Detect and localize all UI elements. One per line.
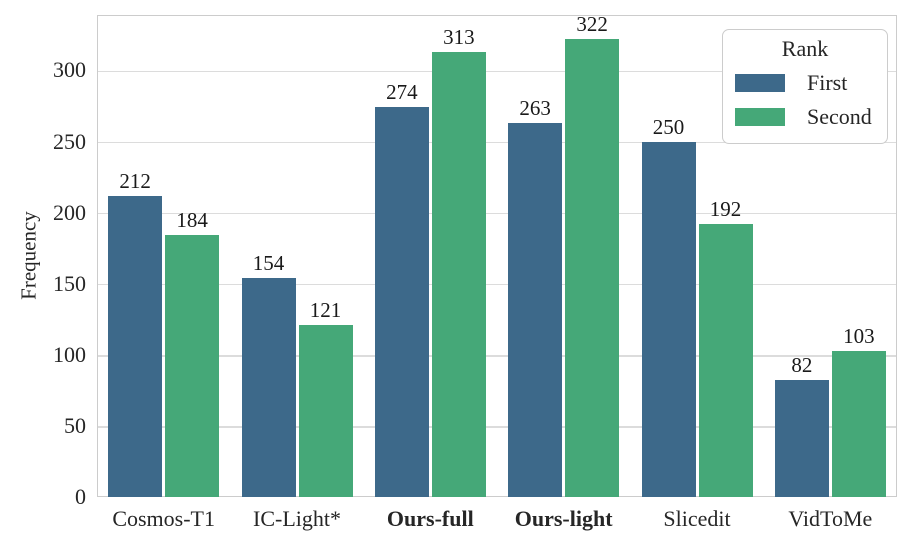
bar-value-second-cosmos-t1: 184 [176, 208, 208, 233]
bar-value-first-ours-light: 263 [519, 96, 551, 121]
bar-value-first-slicedit: 250 [652, 114, 685, 139]
gridline-y-200 [98, 212, 896, 215]
bar-value-second-ours-light: 322 [576, 12, 608, 37]
bar-second-ours-full [431, 51, 486, 497]
bar-value-second-ic-light: 121 [309, 297, 342, 322]
bar-first-slicedit [641, 141, 696, 497]
legend-label-second: Second [807, 104, 872, 129]
x-tick-label-ours-full: Ours-full [386, 506, 474, 531]
bar-value-second-slicedit: 192 [709, 197, 742, 221]
legend-row-first: First [723, 66, 887, 100]
bar-second-slicedit [698, 224, 753, 497]
bar-first-ic-light [241, 278, 296, 497]
bar-value-first-ic-light: 154 [252, 251, 285, 276]
y-tick-label-50: 50 [64, 412, 86, 438]
bar-second-ic-light [298, 324, 353, 497]
legend-swatch-first [735, 74, 785, 92]
y-tick-label-200: 200 [53, 199, 86, 225]
legend-title: Rank [781, 36, 829, 61]
gridline-y-50 [98, 426, 896, 428]
legend-row-second: Second [723, 100, 887, 134]
gridline-y-100 [98, 355, 896, 357]
y-tick-label-0: 0 [75, 484, 86, 509]
bar-first-vidtome [774, 380, 829, 497]
gridline-y-150 [98, 283, 896, 286]
gridline-y-250 [98, 141, 896, 144]
gridline-y-300 [98, 70, 896, 73]
legend-label-first: First [807, 70, 848, 95]
bar-value-second-vidtome: 103 [843, 323, 875, 348]
y-tick-label-100: 100 [53, 341, 86, 367]
x-tick-label-slicedit: Slicedit [663, 506, 731, 531]
bar-value-second-ours-full: 313 [443, 24, 475, 49]
bar-first-ours-light [508, 123, 563, 497]
y-tick-label-300: 300 [53, 57, 86, 83]
bar-first-ours-full [374, 107, 429, 497]
legend-swatch-second [735, 108, 785, 126]
x-tick-label-ic-light: IC-Light* [253, 506, 341, 531]
bar-value-first-cosmos-t1: 212 [119, 168, 151, 193]
legend: Rank First Second [722, 29, 888, 144]
x-tick-label-cosmos-t1: Cosmos-T1 [112, 506, 215, 531]
x-tick-label-ours-light: Ours-light [514, 506, 613, 531]
bar-first-cosmos-t1 [108, 195, 163, 497]
bar-value-first-ours-full: 274 [386, 80, 418, 105]
y-tick-label-250: 250 [53, 128, 86, 154]
bar-value-first-vidtome: 82 [791, 353, 813, 378]
bar-second-ours-light [565, 39, 620, 497]
bar-second-vidtome [831, 350, 886, 497]
bar-second-cosmos-t1 [165, 235, 220, 497]
y-tick-label-150: 150 [53, 270, 86, 296]
x-tick-label-vidtome: VidToMe [788, 506, 873, 531]
